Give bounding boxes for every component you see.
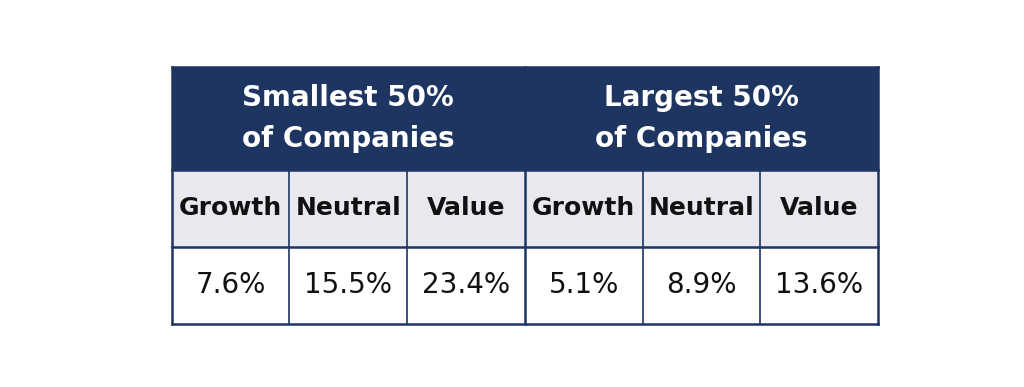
Text: 8.9%: 8.9%	[667, 271, 736, 299]
Text: 13.6%: 13.6%	[775, 271, 863, 299]
Text: Neutral: Neutral	[295, 196, 401, 220]
Text: Growth: Growth	[532, 196, 635, 220]
Bar	[172, 247, 878, 324]
Text: 15.5%: 15.5%	[304, 271, 392, 299]
Bar	[172, 170, 878, 247]
Text: 7.6%: 7.6%	[196, 271, 265, 299]
Text: Growth: Growth	[179, 196, 283, 220]
Text: Smallest 50%
of Companies: Smallest 50% of Companies	[242, 84, 455, 153]
Text: Value: Value	[780, 196, 858, 220]
Text: Neutral: Neutral	[648, 196, 755, 220]
Text: Value: Value	[427, 196, 505, 220]
Text: 5.1%: 5.1%	[549, 271, 618, 299]
Text: 23.4%: 23.4%	[422, 271, 510, 299]
Bar	[172, 67, 878, 170]
Text: Largest 50%
of Companies: Largest 50% of Companies	[595, 84, 808, 153]
